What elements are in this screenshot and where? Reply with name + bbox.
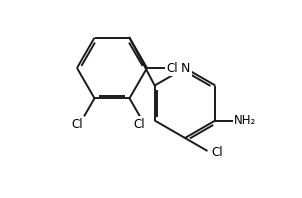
Text: N: N bbox=[180, 62, 190, 74]
Text: Cl: Cl bbox=[212, 146, 223, 159]
Text: Cl: Cl bbox=[71, 118, 82, 131]
Text: NH₂: NH₂ bbox=[234, 114, 257, 127]
Text: Cl: Cl bbox=[166, 62, 178, 74]
Text: Cl: Cl bbox=[134, 118, 145, 131]
